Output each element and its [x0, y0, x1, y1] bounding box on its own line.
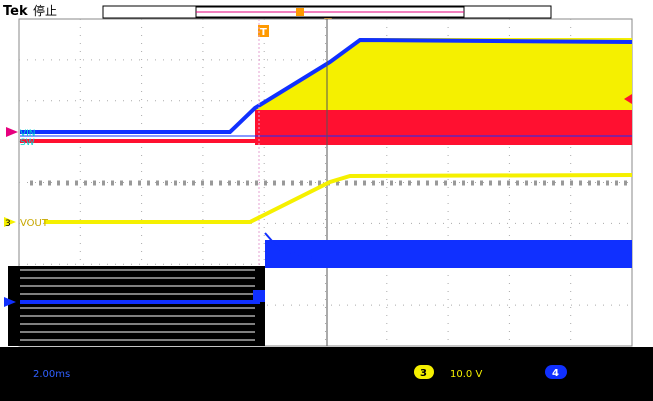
brand-label: Tek — [3, 4, 28, 19]
vout-trace — [44, 173, 633, 224]
ch3-badge-number: 3 — [420, 368, 427, 379]
sw-label: SW — [20, 138, 35, 148]
ch3-badge[interactable] — [414, 365, 434, 379]
trigger-marker-label: T — [260, 27, 267, 38]
timebase-readout[interactable]: 2.00ms — [33, 369, 70, 380]
acquisition-status: 停止 — [33, 3, 57, 18]
vout-channel-number: 3 — [5, 219, 11, 229]
ch4-switching-band — [265, 240, 632, 268]
ch4-badge-number: 4 — [552, 368, 559, 379]
ch2-level-marker[interactable] — [624, 94, 632, 104]
ch4-badge[interactable] — [545, 365, 567, 379]
sw-channel-marker[interactable] — [6, 127, 18, 137]
ch3-scale-readout[interactable]: 10.0 V — [450, 369, 482, 380]
vout-channel-marker[interactable] — [4, 217, 16, 227]
ch1-channel-marker[interactable] — [4, 297, 16, 307]
vout-label: VOUT — [20, 218, 49, 229]
trigger-marker — [258, 25, 269, 37]
lower-panel — [8, 266, 265, 346]
trigger-position-marker — [296, 8, 304, 16]
vin-trace — [20, 37, 633, 134]
readout-bar — [0, 347, 653, 401]
vin-label: VIN — [20, 129, 36, 139]
